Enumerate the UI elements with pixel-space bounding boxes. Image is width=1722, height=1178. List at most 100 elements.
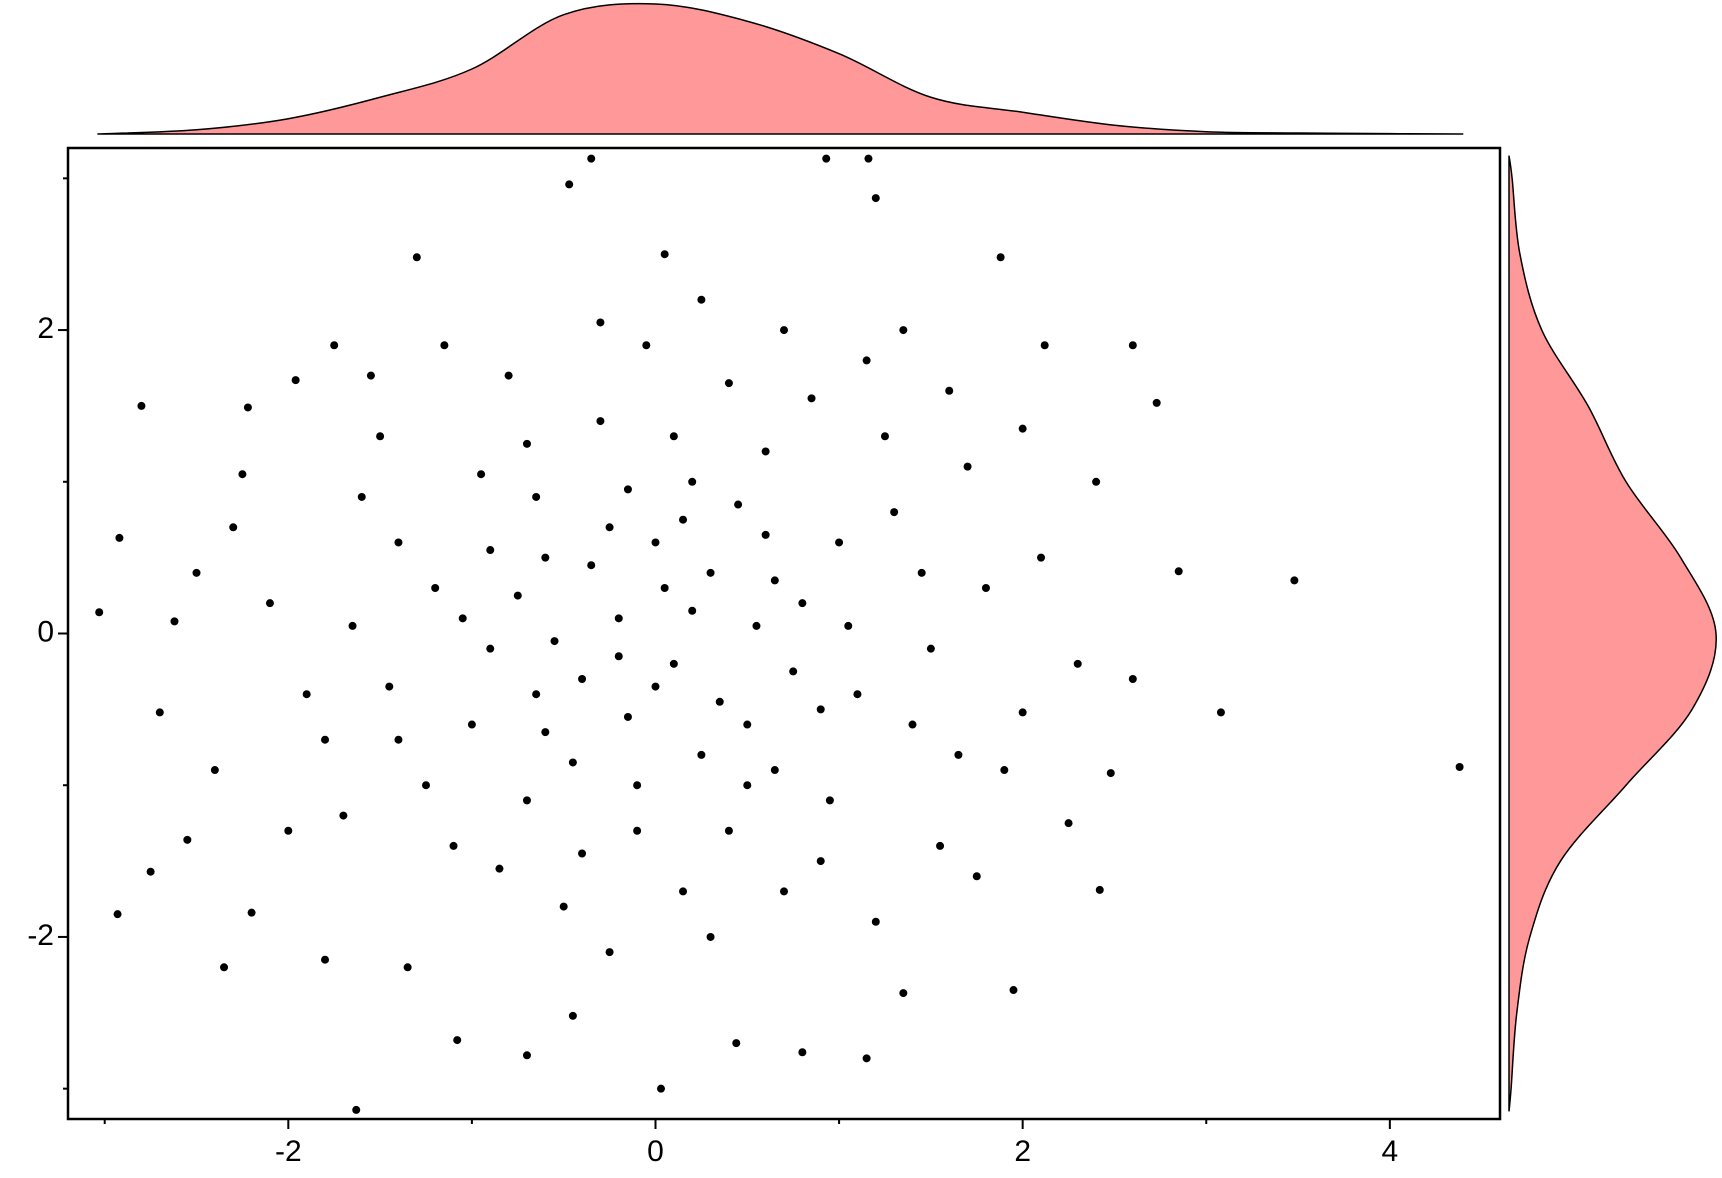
point — [449, 841, 458, 850]
point — [170, 617, 179, 626]
y-tick-label: -2 — [27, 919, 54, 952]
x-tick-label: -2 — [275, 1135, 302, 1168]
point — [541, 728, 550, 737]
point — [623, 712, 632, 721]
point — [732, 1039, 741, 1048]
point — [284, 826, 293, 835]
point — [890, 508, 899, 517]
point — [605, 523, 614, 532]
point — [366, 371, 375, 380]
point — [467, 720, 476, 729]
point — [1009, 986, 1018, 995]
point — [844, 621, 853, 630]
point — [183, 835, 192, 844]
point — [146, 867, 155, 876]
point — [825, 796, 834, 805]
point — [963, 462, 972, 471]
point — [669, 432, 678, 441]
point — [1128, 341, 1137, 350]
point — [642, 341, 651, 350]
point — [996, 253, 1005, 262]
point — [339, 811, 348, 820]
point — [761, 447, 770, 456]
point — [568, 758, 577, 767]
point — [238, 470, 247, 479]
point — [660, 583, 669, 592]
point — [504, 371, 513, 380]
point — [706, 932, 715, 941]
point — [864, 154, 873, 163]
point — [822, 154, 831, 163]
point — [486, 546, 495, 555]
point — [945, 386, 954, 395]
point — [1040, 341, 1049, 350]
point — [1000, 766, 1009, 775]
point — [1095, 885, 1104, 894]
point — [688, 477, 697, 486]
point — [596, 417, 605, 426]
point — [578, 849, 587, 858]
point — [936, 841, 945, 850]
point — [348, 621, 357, 630]
point — [1128, 675, 1137, 684]
point — [734, 500, 743, 509]
point — [724, 379, 733, 388]
point — [656, 1084, 665, 1093]
point — [431, 583, 440, 592]
point — [357, 492, 366, 501]
point — [688, 606, 697, 615]
point — [697, 750, 706, 759]
marginal-x-density — [97, 2, 1464, 135]
point — [798, 599, 807, 608]
point — [403, 963, 412, 972]
point — [565, 180, 574, 189]
point — [899, 326, 908, 335]
point — [1092, 477, 1101, 486]
point — [486, 644, 495, 653]
point — [115, 533, 124, 542]
point — [660, 250, 669, 259]
point — [807, 394, 816, 403]
x-tick-label: 0 — [647, 1135, 664, 1168]
point — [321, 735, 330, 744]
point — [798, 1048, 807, 1057]
point — [568, 1011, 577, 1020]
point — [495, 864, 504, 873]
y-tick-label: 0 — [37, 615, 54, 648]
point — [321, 955, 330, 964]
point — [780, 326, 788, 335]
point — [614, 652, 623, 661]
point — [192, 568, 201, 577]
point — [587, 154, 596, 163]
point — [651, 682, 660, 691]
point — [95, 608, 104, 617]
point — [440, 341, 449, 350]
point — [926, 644, 935, 653]
point — [1073, 659, 1082, 668]
point — [247, 908, 256, 917]
point — [412, 253, 421, 262]
point — [532, 690, 541, 699]
point — [853, 690, 862, 699]
point — [1174, 567, 1183, 576]
point — [862, 1054, 871, 1063]
point — [917, 568, 926, 577]
point — [1018, 424, 1027, 433]
point — [522, 796, 531, 805]
point — [908, 720, 917, 729]
point — [761, 530, 770, 539]
point — [291, 376, 300, 385]
point — [780, 887, 788, 896]
point — [623, 485, 632, 494]
point — [422, 781, 430, 790]
point — [1064, 819, 1073, 828]
point — [981, 583, 990, 592]
point — [243, 403, 252, 412]
point — [587, 561, 596, 570]
point — [972, 872, 981, 881]
point — [113, 910, 122, 919]
point — [715, 697, 724, 706]
point — [724, 826, 733, 835]
